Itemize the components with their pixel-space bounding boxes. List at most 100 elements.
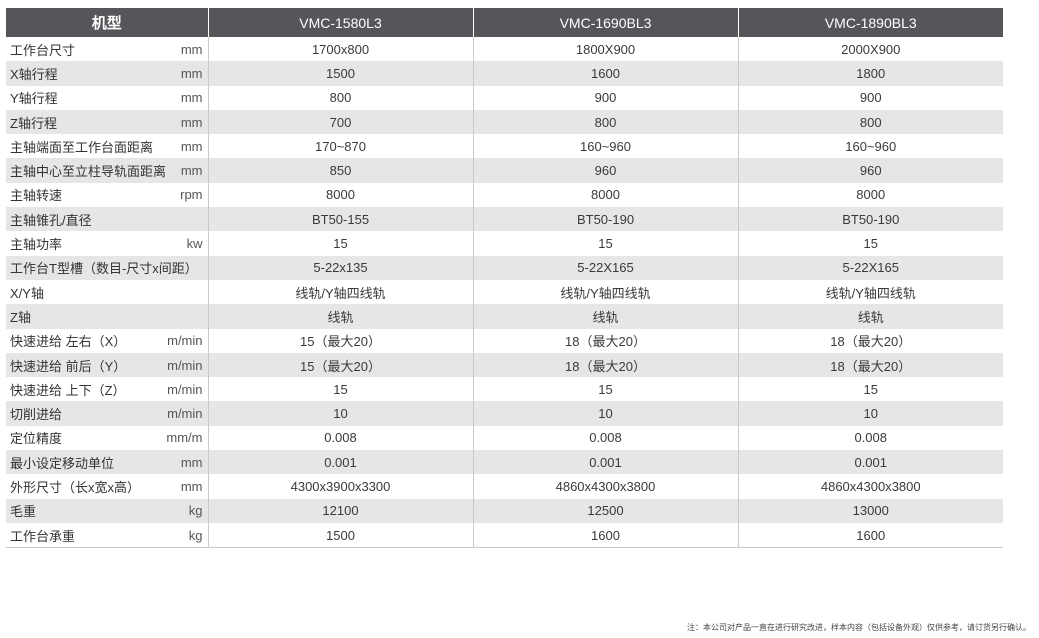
spec-unit: m/min: [167, 357, 203, 373]
spec-value: 15: [207, 377, 473, 402]
spec-unit: m/min: [167, 406, 203, 422]
row-label-cell: 工作台T型槽（数目-尺寸x间距）: [6, 255, 208, 280]
spec-name: 工作台尺寸: [10, 42, 76, 58]
spec-value: BT50-155: [207, 207, 473, 232]
row-label-cell: 定位精度 mm/m: [6, 426, 208, 450]
row-label-cell: Z轴行程 mm: [6, 109, 208, 135]
spec-value: 12100: [207, 498, 473, 523]
table-row: X轴行程 mm 1500 1600 1800: [6, 61, 1003, 86]
spec-value: 160~960: [737, 134, 1003, 159]
table-row: 快速进给 前后（Y） m/min 15（最大20） 18（最大20） 18（最大20）: [6, 352, 1003, 378]
table-row: 工作台尺寸 mm 1700x800 1800X900 2000X900: [6, 37, 1003, 62]
row-label-cell: 快速进给 前后（Y） m/min: [6, 352, 208, 378]
spec-value: 13000: [737, 498, 1003, 523]
spec-value: 160~960: [472, 134, 738, 159]
table-row: 工作台T型槽（数目-尺寸x间距） 5-22x135 5-22X165 5-22X165: [6, 255, 1003, 280]
spec-name: Z轴: [10, 309, 31, 325]
spec-name: X/Y轴: [10, 285, 44, 301]
spec-name: Y轴行程: [10, 91, 58, 107]
spec-unit: mm: [180, 478, 203, 494]
spec-name: 工作台T型槽（数目-尺寸x间距）: [10, 261, 198, 277]
spec-unit: m/min: [167, 381, 203, 397]
spec-value: 1700x800: [207, 37, 473, 62]
spec-unit: mm: [180, 163, 203, 179]
spec-value: 0.008: [737, 425, 1003, 451]
spec-value: 900: [472, 85, 738, 110]
spec-value: 900: [737, 85, 1003, 110]
spec-value: 18（最大20）: [737, 328, 1003, 353]
spec-name: 主轴功率: [10, 237, 63, 253]
spec-name: 定位精度: [10, 431, 63, 447]
table-row: 主轴中心至立柱导轨面距离 mm 850 960 960: [6, 158, 1003, 183]
table-row: 最小设定移动单位 mm 0.001 0.001 0.001: [6, 450, 1003, 475]
spec-value: 170~870: [207, 134, 473, 159]
spec-unit: kw: [186, 236, 203, 252]
spec-value: 800: [737, 109, 1003, 135]
spec-value: 800: [472, 109, 738, 135]
spec-unit: mm: [180, 114, 203, 130]
spec-value: 15: [207, 231, 473, 256]
spec-value: 15: [737, 231, 1003, 256]
spec-value: 15: [472, 377, 738, 402]
header-row: 机型 VMC-1580L3 VMC-1690BL3 VMC-1890BL3: [6, 8, 1003, 37]
spec-value: 15: [472, 231, 738, 256]
row-label-cell: 工作台尺寸 mm: [6, 37, 208, 61]
row-label-cell: 主轴端面至工作台面距离 mm: [6, 134, 208, 158]
spec-unit: mm: [180, 90, 203, 106]
spec-value: 5-22X165: [737, 255, 1003, 280]
row-label-cell: X/Y轴: [6, 280, 208, 304]
spec-value: 线轨: [737, 304, 1003, 329]
row-label-cell: Z轴: [6, 304, 208, 329]
table-row: 定位精度 mm/m 0.008 0.008 0.008: [6, 425, 1003, 451]
spec-name: 主轴转速: [10, 188, 63, 204]
row-label-cell: 主轴锥孔/直径: [6, 207, 208, 232]
table-row: 主轴锥孔/直径 BT50-155 BT50-190 BT50-190: [6, 207, 1003, 232]
spec-unit: mm: [180, 65, 203, 81]
spec-value: 8000: [737, 182, 1003, 208]
spec-name: 主轴锥孔/直径: [10, 212, 92, 228]
row-label-cell: 毛重 kg: [6, 498, 208, 523]
spec-unit: rpm: [180, 187, 203, 203]
header-model: VMC-1690BL3: [472, 8, 738, 37]
table-row: X/Y轴 线轨/Y轴四线轨 线轨/Y轴四线轨 线轨/Y轴四线轨: [6, 279, 1003, 305]
table-row: 切削进给 m/min 10 10 10: [6, 401, 1003, 426]
header-label: 机型: [6, 8, 208, 37]
spec-value: 5-22x135: [207, 255, 473, 280]
spec-unit: mm: [180, 41, 203, 57]
row-label-cell: 快速进给 上下（Z） m/min: [6, 377, 208, 401]
spec-name: 切削进给: [10, 407, 63, 423]
row-label-cell: 快速进给 左右（X） m/min: [6, 329, 208, 353]
table-row: 工作台承重 kg 1500 1600 1600: [6, 522, 1003, 549]
spec-value: 12500: [472, 498, 738, 523]
spec-value: 4300x3900x3300: [207, 474, 473, 499]
table-row: 主轴功率 kw 15 15 15: [6, 231, 1003, 256]
spec-value: 18（最大20）: [472, 328, 738, 353]
spec-value: 1500: [207, 522, 473, 549]
spec-unit: m/min: [167, 333, 203, 349]
spec-value: 线轨/Y轴四线轨: [472, 279, 738, 305]
spec-value: 15: [737, 377, 1003, 402]
spec-unit: kg: [188, 527, 203, 543]
spec-value: 4860x4300x3800: [472, 474, 738, 499]
spec-value: 0.008: [472, 425, 738, 451]
spec-value: 18（最大20）: [737, 352, 1003, 378]
spec-value: 5-22X165: [472, 255, 738, 280]
spec-value: 1600: [472, 61, 738, 86]
spec-body: 工作台尺寸 mm 1700x800 1800X900 2000X900 X轴行程 mm 150…: [6, 37, 1003, 549]
spec-value: 0.001: [737, 450, 1003, 475]
table-row: 快速进给 上下（Z） m/min 15 15 15: [6, 377, 1003, 402]
spec-unit: mm: [180, 454, 203, 470]
spec-value: 2000X900: [737, 37, 1003, 62]
table-row: Z轴 线轨 线轨 线轨: [6, 304, 1003, 329]
spec-value: 10: [737, 401, 1003, 426]
row-label-cell: 主轴中心至立柱导轨面距离 mm: [6, 158, 208, 183]
spec-value: 线轨: [472, 304, 738, 329]
row-label-cell: 工作台承重 kg: [6, 522, 208, 549]
spec-name: 外形尺寸（长x宽x高）: [10, 479, 141, 495]
row-label-cell: 外形尺寸（长x宽x高） mm: [6, 474, 208, 498]
spec-value: 8000: [472, 182, 738, 208]
spec-value: 10: [207, 401, 473, 426]
table-row: Y轴行程 mm 800 900 900: [6, 85, 1003, 110]
table-row: Z轴行程 mm 700 800 800: [6, 109, 1003, 135]
row-label-cell: 最小设定移动单位 mm: [6, 450, 208, 475]
